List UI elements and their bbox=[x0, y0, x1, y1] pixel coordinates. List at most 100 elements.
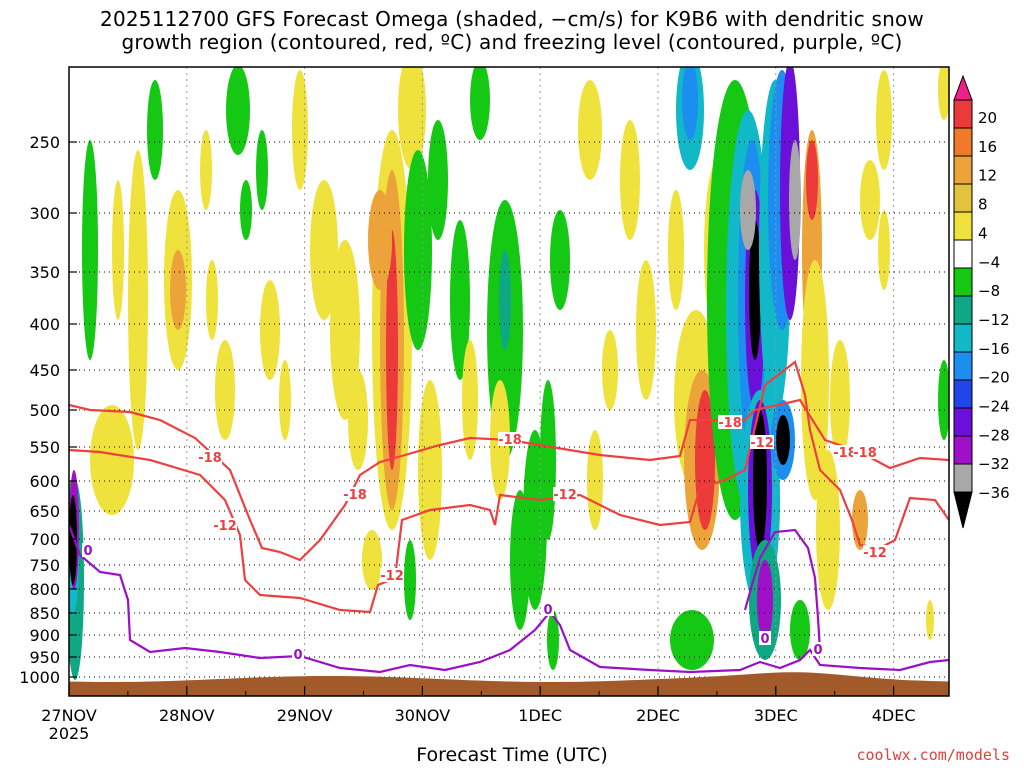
omega-cell bbox=[578, 80, 602, 180]
contour-label-bg bbox=[198, 450, 222, 464]
contour-label-bg bbox=[553, 487, 577, 501]
colorbar-segment bbox=[953, 295, 973, 325]
freezing-contour-label: 0 bbox=[760, 632, 769, 647]
omega-cell bbox=[418, 380, 442, 560]
omega-cell bbox=[668, 190, 684, 310]
colorbar-bottom-arrow bbox=[953, 491, 973, 529]
omega-cell bbox=[830, 340, 850, 460]
colorbar-segment bbox=[953, 211, 973, 241]
y-tick-label: 800 bbox=[29, 580, 60, 599]
omega-cell bbox=[938, 360, 949, 440]
colorbar-label: 20 bbox=[978, 109, 997, 127]
omega-cell bbox=[82, 140, 98, 360]
contour-label-bg bbox=[863, 545, 887, 559]
colorbar-label: 12 bbox=[978, 167, 997, 185]
omega-cell bbox=[470, 67, 490, 140]
omega-cell bbox=[695, 390, 715, 530]
dgz-contour-label: -18 bbox=[343, 488, 367, 503]
omega-cell bbox=[682, 67, 698, 140]
x-year-label: 2025 bbox=[49, 724, 90, 743]
y-tick-label: 750 bbox=[29, 556, 60, 575]
omega-cell bbox=[206, 260, 218, 340]
y-tick-label: 1000 bbox=[19, 668, 60, 687]
freezing-contour-label: 0 bbox=[813, 643, 822, 658]
colorbar-segment bbox=[953, 127, 973, 157]
omega-cell bbox=[398, 67, 426, 170]
omega-cell bbox=[806, 140, 818, 220]
dgz-contour-label: -12 bbox=[863, 546, 887, 561]
colorbar-label: 16 bbox=[978, 138, 997, 156]
dgz-contour-label: -18 bbox=[498, 433, 522, 448]
y-tick-label: 700 bbox=[29, 530, 60, 549]
colorbar-segment bbox=[953, 155, 973, 185]
y-tick-label: 300 bbox=[29, 204, 60, 223]
omega-cell bbox=[790, 600, 810, 660]
colorbar-label: −8 bbox=[978, 282, 1000, 300]
omega-cell bbox=[368, 190, 392, 290]
omega-cell bbox=[348, 370, 368, 470]
colorbar-label: −24 bbox=[978, 398, 1010, 416]
omega-cell bbox=[240, 180, 252, 240]
omega-cell bbox=[540, 380, 556, 540]
omega-cell bbox=[450, 220, 470, 380]
omega-cell bbox=[776, 415, 790, 465]
omega-cell bbox=[587, 430, 603, 530]
contour-label-bg bbox=[542, 602, 554, 616]
contour-label-bg bbox=[718, 415, 742, 429]
y-tick-label: 450 bbox=[29, 361, 60, 380]
x-tick-label: 28NOV bbox=[159, 706, 215, 725]
colorbar-segment bbox=[953, 239, 973, 269]
omega-cell bbox=[112, 180, 124, 320]
colorbar-segment bbox=[953, 99, 973, 129]
omega-cell bbox=[69, 495, 77, 585]
y-tick-label: 400 bbox=[29, 315, 60, 334]
omega-cell bbox=[226, 67, 250, 155]
omega-cell bbox=[170, 250, 186, 330]
omega-cell bbox=[550, 210, 570, 310]
colorbar-label: −20 bbox=[978, 369, 1010, 387]
omega-cell bbox=[816, 450, 840, 610]
contour-label-bg bbox=[812, 642, 824, 656]
contour-label-bg bbox=[498, 432, 522, 446]
omega-cell bbox=[876, 70, 892, 170]
x-tick-label: 29NOV bbox=[277, 706, 333, 725]
omega-cell bbox=[362, 530, 382, 590]
omega-cell bbox=[620, 120, 640, 240]
dgz-contour bbox=[69, 398, 949, 562]
colorbar-segment bbox=[953, 407, 973, 437]
omega-cell bbox=[926, 600, 934, 640]
omega-cell bbox=[404, 540, 416, 620]
x-tick-label: 4DEC bbox=[872, 706, 916, 725]
grid-lines bbox=[69, 67, 949, 696]
omega-cell bbox=[462, 340, 478, 460]
omega-cell bbox=[404, 150, 432, 350]
colorbar-segment bbox=[953, 435, 973, 465]
omega-cell bbox=[740, 170, 756, 250]
colorbar-label: 4 bbox=[978, 224, 988, 242]
omega-cell bbox=[757, 560, 773, 640]
y-tick-label: 600 bbox=[29, 472, 60, 491]
colorbar-label: −12 bbox=[978, 311, 1010, 329]
colorbar-label: 8 bbox=[978, 196, 988, 214]
credit-link[interactable]: coolwx.com/models bbox=[856, 746, 1010, 764]
chart-title-line-1: 2025112700 GFS Forecast Omega (shaded, −… bbox=[100, 7, 924, 31]
y-tick-label: 950 bbox=[29, 648, 60, 667]
omega-cell bbox=[860, 160, 880, 240]
terrain bbox=[69, 672, 949, 696]
contour-label-bg bbox=[82, 543, 94, 557]
omega-cell bbox=[636, 260, 656, 400]
dgz-contour-label: -12 bbox=[213, 519, 237, 534]
omega-cell bbox=[789, 140, 801, 260]
x-axis-ticks: 27NOV 28NOV 29NOV 30NOV 1DEC 2DEC 3DEC 4DEC 2025 bbox=[41, 686, 915, 743]
colorbar-top-arrow bbox=[953, 74, 973, 101]
omega-cell bbox=[256, 130, 268, 210]
omega-cell bbox=[90, 405, 134, 515]
contour-label-bg bbox=[343, 487, 367, 501]
colorbar-label: −16 bbox=[978, 340, 1010, 358]
y-tick-label: 250 bbox=[29, 133, 60, 152]
contour-label-bg bbox=[213, 518, 237, 532]
contour-label-bg bbox=[759, 631, 771, 645]
dgz-contour-label: -12 bbox=[553, 488, 577, 503]
